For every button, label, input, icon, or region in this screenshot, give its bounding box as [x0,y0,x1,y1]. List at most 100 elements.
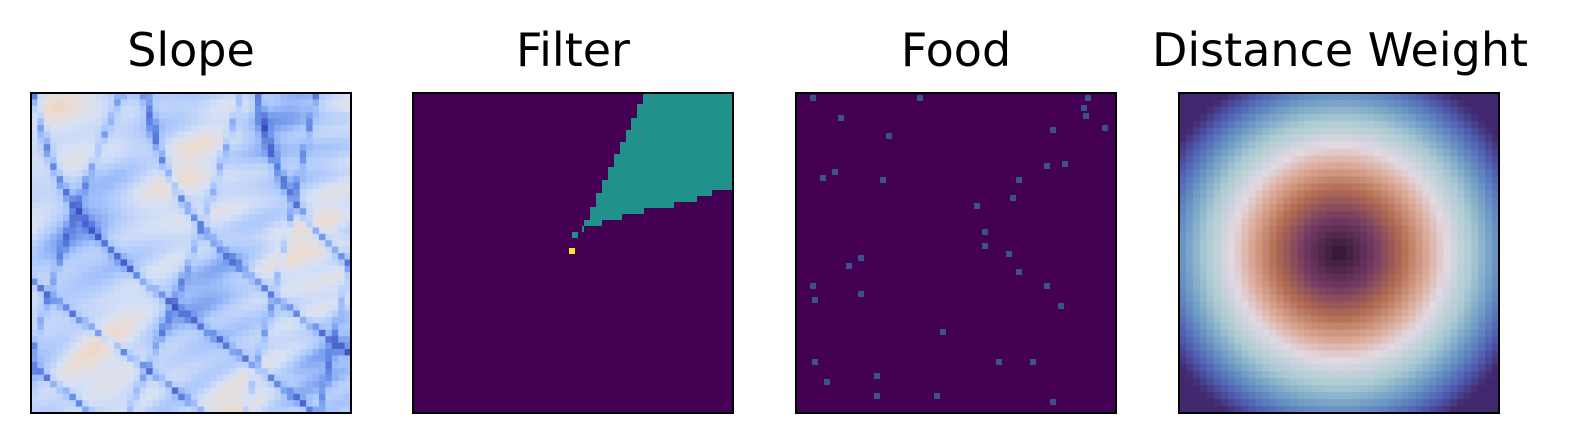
slope-cell [146,374,153,382]
slope-cell [280,201,288,209]
distance-weight-cell [1471,357,1479,365]
slope-cell [95,304,102,311]
distance-weight-cell [1485,93,1493,101]
slope-cell [191,323,198,331]
slope-cell [114,221,121,228]
distance-weight-cell [1269,239,1277,247]
slope-cell [31,105,38,113]
distance-weight-cell [1345,141,1354,150]
slope-cell [216,374,224,382]
distance-weight-cell [1394,399,1403,407]
slope-cell [203,157,211,164]
slope-cell [107,246,115,254]
slope-cell [133,265,141,273]
distance-weight-cell [1478,357,1486,365]
slope-cell [261,329,269,337]
slope-cell [75,278,83,286]
distance-weight-cell [1227,343,1236,351]
slope-cell [325,125,333,132]
distance-weight-cell [1394,113,1403,122]
distance-weight-cell [1394,385,1403,393]
slope-cell [120,272,128,279]
distance-weight-cell [1199,197,1208,205]
slope-cell [95,336,102,343]
slope-cell [184,182,192,190]
distance-weight-cell [1366,385,1375,393]
slope-cell [37,336,45,343]
distance-weight-cell [1304,120,1312,129]
slope-cell [107,176,115,183]
slope-cell [261,304,269,311]
slope-cell [152,285,160,292]
slope-cell [43,368,51,375]
slope-cell [261,144,269,151]
distance-weight-cell [1450,371,1458,379]
distance-weight-cell [1457,197,1465,205]
distance-weight-cell [1255,301,1263,310]
distance-weight-cell [1464,378,1472,386]
distance-weight-cell [1276,329,1284,337]
slope-cell [287,157,294,164]
slope-cell [242,201,249,209]
slope-cell [37,349,45,356]
slope-cell [146,291,153,299]
distance-weight-cell [1478,162,1486,170]
slope-cell [223,355,230,363]
distance-weight-cell [1339,371,1347,379]
slope-cell [37,317,45,324]
distance-weight-cell [1415,336,1423,344]
distance-weight-cell [1325,266,1333,275]
slope-cell [344,118,352,126]
distance-weight-cell [1443,378,1451,386]
distance-weight-cell [1262,253,1270,261]
slope-cell [56,317,64,324]
distance-weight-cell [1213,246,1222,254]
slope-cell [274,157,281,164]
distance-weight-cell [1255,162,1263,170]
slope-cell [216,400,224,407]
distance-weight-cell [1220,183,1229,191]
slope-cell [82,317,89,324]
distance-weight-cell [1429,280,1437,289]
slope-cell [75,285,83,292]
distance-weight-cell [1185,378,1194,386]
distance-weight-cell [1179,308,1187,317]
distance-weight-cell [1373,106,1382,115]
slope-cell [146,387,153,395]
slope-cell [267,169,275,177]
slope-cell [242,400,249,407]
distance-weight-cell [1485,280,1493,289]
slope-cell [184,163,192,171]
slope-cell [210,361,217,369]
slope-cell [267,349,275,356]
slope-cell [306,304,313,311]
slope-cell [344,342,352,350]
distance-weight-cell [1339,343,1347,351]
slope-cell [37,131,45,139]
distance-weight-cell [1401,134,1409,143]
distance-weight-cell [1297,357,1305,365]
slope-cell [50,99,57,107]
slope-cell [197,208,205,215]
slope-cell [159,169,166,177]
slope-cell [242,336,249,343]
distance-weight-cell [1450,120,1458,129]
slope-cell [50,368,57,375]
distance-weight-cell [1269,141,1277,150]
slope-cell [325,221,333,228]
slope-cell [197,336,205,343]
distance-weight-cell [1415,120,1423,129]
distance-weight-cell [1199,120,1208,129]
slope-cell [171,233,179,241]
distance-weight-cell [1380,385,1389,393]
distance-weight-cell [1241,329,1249,337]
distance-weight-cell [1359,294,1368,303]
slope-cell [197,99,205,107]
slope-cell [191,406,198,414]
slope-cell [261,317,269,324]
distance-weight-cell [1408,190,1416,198]
slope-cell [344,176,352,183]
food-item [824,379,830,385]
slope-cell [75,131,83,139]
distance-weight-cell [1311,127,1319,136]
